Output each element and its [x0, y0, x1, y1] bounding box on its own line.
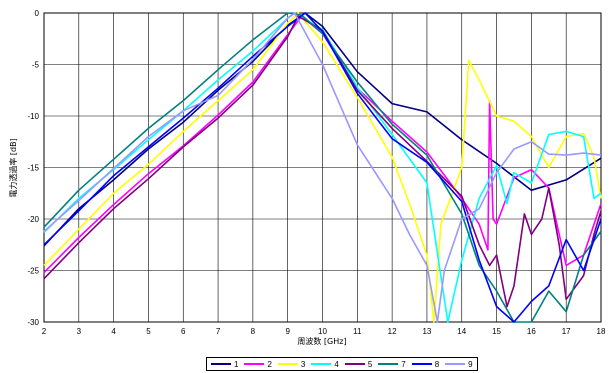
y-tick-label: -25: [27, 267, 39, 276]
series-line-7: [43, 12, 602, 323]
x-tick-label: 14: [457, 327, 466, 336]
legend-swatch: [244, 363, 265, 365]
x-tick-label: 16: [527, 327, 536, 336]
legend-label: 5: [367, 359, 373, 369]
y-tick-label: -10: [27, 112, 39, 121]
x-tick-label: 6: [181, 327, 186, 336]
legend-item-4: 4: [311, 359, 339, 369]
legend-label: 8: [434, 359, 440, 369]
series-lines: [43, 12, 602, 323]
x-tick-label: 18: [597, 327, 606, 336]
series-line-3: [43, 12, 602, 323]
series-line-9: [43, 12, 602, 323]
legend: 1 2 3 4 5 7 8 9: [206, 357, 478, 371]
legend-swatch: [277, 363, 298, 365]
legend-swatch: [378, 363, 399, 365]
legend-swatch: [411, 363, 432, 365]
y-axis-label: 電力透過率 [dB]: [8, 138, 18, 197]
x-tick-label: 2: [42, 327, 47, 336]
legend-item-9: 9: [445, 359, 473, 369]
x-tick-label: 12: [388, 327, 397, 336]
legend-item-1: 1: [211, 360, 238, 369]
y-tick-label: -15: [27, 164, 39, 173]
series-line-1: [43, 12, 602, 247]
y-tick-label: 0: [35, 9, 40, 18]
x-tick-label: 5: [146, 327, 151, 336]
x-tick-label: 15: [492, 327, 501, 336]
x-axis-label: 周波数 [GHz]: [297, 336, 346, 346]
x-tick-label: 11: [353, 327, 362, 336]
legend-swatch: [445, 363, 466, 365]
legend-swatch: [344, 363, 365, 365]
legend-item-3: 3: [277, 359, 306, 369]
legend-swatch: [211, 363, 231, 365]
legend-label: 2: [267, 359, 272, 369]
x-tick-label: 9: [285, 327, 290, 336]
legend-label: 4: [334, 359, 339, 369]
legend-item-8: 8: [411, 359, 440, 369]
x-tick-label: 8: [251, 327, 256, 336]
legend-label: 7: [401, 359, 406, 369]
series-line-8: [43, 12, 602, 323]
x-tick-label: 13: [422, 327, 431, 336]
x-tick-label: 10: [318, 327, 327, 336]
series-line-5: [43, 15, 602, 308]
x-tick-labels: 2 3 4 5 6 7 8 9 10 11 12 13 14 15 16 17 18: [42, 327, 606, 336]
legend-swatch: [311, 363, 332, 365]
x-tick-label: 7: [216, 327, 221, 336]
legend-label: 1: [234, 359, 239, 369]
x-tick-label: 4: [111, 327, 116, 336]
legend-item-2: 2: [244, 359, 272, 369]
x-tick-label: 17: [562, 327, 571, 336]
y-tick-labels: 0 -5 -10 -15 -20 -25 -30: [27, 9, 39, 327]
legend-label: 3: [300, 359, 306, 369]
y-tick-label: -30: [27, 318, 39, 327]
x-tick-label: 3: [77, 327, 82, 336]
y-tick-label: -20: [27, 215, 39, 224]
legend-label: 9: [468, 359, 473, 369]
legend-item-5: 5: [344, 359, 373, 369]
legend-item-7: 7: [378, 359, 406, 369]
y-tick-label: -5: [32, 61, 40, 70]
